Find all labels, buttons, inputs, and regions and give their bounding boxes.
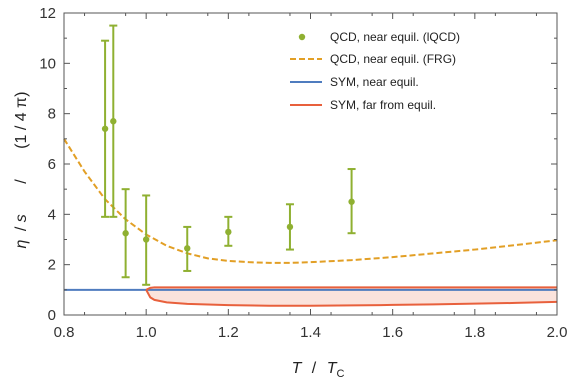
sym-far-band-fill — [146, 287, 557, 306]
legend-label-lqcd: QCD, near equil. (lQCD) — [330, 30, 460, 44]
x-tick-label: 1.0 — [136, 324, 157, 341]
y-tick-label: 12 — [39, 5, 56, 22]
x-tick-label: 2.0 — [547, 324, 568, 341]
x-label-Tc: T — [327, 360, 338, 377]
svg-text:η / s /: η / s / (1 / 4 π) — [13, 92, 30, 249]
x-tick-label: 1.6 — [382, 324, 403, 341]
y-label-slash: / — [13, 179, 30, 184]
x-tick-label: 1.8 — [464, 324, 485, 341]
legend: QCD, near equil. (lQCD) QCD, near equil.… — [290, 30, 460, 112]
lqcd-point-3 — [142, 194, 151, 286]
y-axis-label: η / s / (1 / 4 π) — [13, 92, 30, 249]
legend-item-frg: QCD, near equil. (FRG) — [290, 52, 456, 66]
lqcd-point-marker — [348, 198, 355, 205]
y-tick-label: 8 — [48, 106, 56, 123]
tick-layer: 0.8 1.0 1.2 1.4 1.6 1.8 2.0 0 2 4 6 8 10 12 — [39, 5, 567, 341]
y-tick-label: 0 — [48, 307, 56, 324]
lqcd-point-marker — [184, 245, 191, 252]
y-tick-label: 4 — [48, 206, 56, 223]
lqcd-point-6 — [285, 203, 294, 251]
lqcd-point-marker — [142, 236, 150, 243]
y-label-s: s — [13, 214, 30, 222]
x-label-T: T — [292, 360, 303, 377]
lqcd-point-4 — [183, 225, 192, 272]
lqcd-point-7 — [347, 168, 356, 235]
sym-far-upper-line — [145, 286, 557, 291]
lqcd-point-1 — [109, 24, 118, 218]
legend-item-lqcd: QCD, near equil. (lQCD) — [298, 30, 460, 44]
sym-far-band-layer — [146, 287, 557, 306]
series-line-layer — [63, 138, 558, 307]
y-tick-label: 2 — [48, 257, 56, 274]
sym-far-lower-line — [145, 289, 558, 307]
frg-line — [63, 138, 558, 264]
legend-label-frg: QCD, near equil. (FRG) — [330, 52, 456, 66]
x-tick-label: 1.2 — [218, 324, 239, 341]
y-tick-label: 10 — [39, 55, 56, 72]
legend-marker-lqcd — [298, 33, 306, 41]
lqcd-point-marker — [110, 118, 117, 125]
lqcd-point-marker — [286, 223, 294, 231]
x-label-Tc-sub: C — [336, 368, 344, 380]
x-tick-label: 1.4 — [300, 324, 321, 341]
lqcd-point-0 — [101, 39, 110, 218]
y-label-eta: η — [13, 239, 30, 248]
legend-label-sym-near: SYM, near equil. — [330, 75, 419, 89]
x-tick-label: 0.8 — [54, 324, 75, 341]
lqcd-point-marker — [122, 230, 129, 237]
lqcd-point-2 — [121, 188, 130, 279]
x-label-slash: / — [312, 360, 317, 377]
y-tick-label: 6 — [48, 156, 56, 173]
x-axis-label: T / TC — [292, 360, 345, 380]
errorbar-layer — [101, 24, 356, 286]
legend-label-sym-far: SYM, far from equil. — [330, 98, 436, 112]
lqcd-point-5 — [224, 215, 233, 247]
legend-item-sym-far: SYM, far from equil. — [290, 98, 436, 112]
legend-item-sym-near: SYM, near equil. — [290, 75, 419, 89]
lqcd-point-marker — [101, 125, 109, 132]
y-label-unit: (1 / 4 π) — [13, 92, 30, 149]
y-label-slash: / — [13, 226, 30, 231]
lqcd-point-marker — [225, 228, 232, 236]
